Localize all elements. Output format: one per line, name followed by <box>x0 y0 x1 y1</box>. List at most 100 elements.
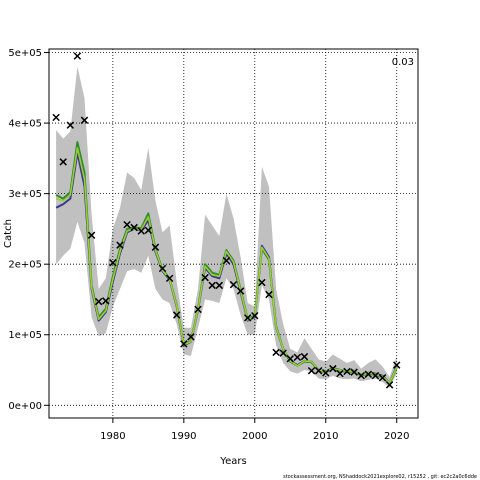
cross-stroke <box>272 348 280 357</box>
cross-stroke <box>201 273 209 282</box>
x-tick-label: 2020 <box>384 431 409 442</box>
observed-point <box>52 113 60 122</box>
observed-point <box>279 349 287 357</box>
cross-stroke <box>229 280 238 289</box>
cross-stroke <box>180 340 188 348</box>
plot-frame <box>48 48 419 419</box>
cross-stroke <box>265 290 273 299</box>
observed-point <box>329 364 337 373</box>
observed-point <box>180 340 188 348</box>
cross-stroke <box>371 371 380 380</box>
cross-stroke <box>293 353 302 362</box>
series-layer <box>55 141 398 385</box>
observed-point <box>265 290 273 299</box>
cross-stroke <box>130 223 138 232</box>
footer-text: stockassessment.org, NShaddock2021explor… <box>283 474 477 480</box>
observed-point <box>151 243 160 251</box>
observed-point <box>229 280 238 289</box>
axis-layer: 1980 1990 2000 2010 2020 0e+00 1e+05 2e+05 3e+05… <box>8 48 409 442</box>
cross-stroke <box>144 226 153 235</box>
observed-point <box>336 369 344 378</box>
cross-stroke <box>236 287 245 295</box>
cross-stroke <box>194 305 202 314</box>
cross-stroke <box>59 158 67 166</box>
observed-point <box>173 311 181 319</box>
observed-point <box>102 297 110 305</box>
observed-point <box>187 333 195 341</box>
observed-point <box>208 281 216 290</box>
observed-point <box>116 241 124 249</box>
cross-stroke <box>279 349 287 357</box>
cross-stroke <box>123 220 131 229</box>
observed-point <box>236 287 245 295</box>
x-tick-label: 1990 <box>171 431 196 442</box>
observed-point <box>130 223 138 232</box>
observed-point <box>66 121 75 129</box>
observed-point <box>350 368 358 376</box>
observed-point <box>293 353 302 362</box>
observed-point <box>243 314 252 322</box>
cross-stroke <box>208 281 216 290</box>
cross-stroke <box>52 113 60 122</box>
cross-stroke <box>307 366 316 375</box>
cross-stroke <box>336 369 344 378</box>
observed-point <box>392 361 401 369</box>
cross-stroke <box>158 264 167 273</box>
cross-stroke <box>286 355 294 363</box>
observed-points-layer <box>52 52 401 389</box>
x-axis-title: Years <box>219 456 246 467</box>
observed-point <box>322 369 330 377</box>
observed-point <box>300 352 309 361</box>
observed-point <box>94 297 103 306</box>
observed-point <box>286 355 294 363</box>
cross-stroke <box>357 371 365 380</box>
x-tick-label: 1980 <box>100 431 125 442</box>
observed-point <box>385 381 394 389</box>
observed-point <box>357 371 365 380</box>
y-axis-title: Catch <box>3 219 14 248</box>
observed-point <box>87 231 96 239</box>
cross-stroke <box>87 231 96 239</box>
cross-stroke <box>343 367 351 376</box>
cross-stroke <box>151 243 160 251</box>
cross-stroke <box>322 369 330 377</box>
confidence-band <box>56 66 397 388</box>
annotation-label: 0.03 <box>392 57 414 68</box>
y-tick-label: 1e+05 <box>8 330 42 341</box>
cross-stroke <box>329 364 337 373</box>
cross-stroke <box>165 274 174 283</box>
observed-point <box>73 52 82 60</box>
cross-stroke <box>392 361 401 369</box>
y-tick-label: 4e+05 <box>8 119 42 130</box>
observed-point <box>158 264 167 273</box>
cross-stroke <box>350 368 358 376</box>
observed-point <box>109 259 117 267</box>
cross-stroke <box>66 121 75 129</box>
observed-point <box>80 116 89 124</box>
observed-point <box>215 281 224 290</box>
observed-point <box>59 158 67 166</box>
x-tick-label: 2000 <box>242 431 267 442</box>
observed-point <box>314 366 323 375</box>
observed-point <box>123 220 131 229</box>
cross-stroke <box>215 281 224 290</box>
observed-point <box>343 367 351 376</box>
cross-stroke <box>378 374 387 382</box>
cross-stroke <box>385 381 394 389</box>
observed-point <box>222 256 231 265</box>
cross-stroke <box>314 366 323 375</box>
cross-stroke <box>187 333 195 341</box>
cross-stroke <box>116 241 124 249</box>
observed-point <box>272 348 280 357</box>
cross-stroke <box>102 297 110 305</box>
cross-stroke <box>300 352 309 361</box>
cross-stroke <box>173 311 181 319</box>
cross-stroke <box>109 259 117 267</box>
y-tick-label: 2e+05 <box>8 260 42 271</box>
cross-stroke <box>222 256 231 265</box>
confidence-band-layer <box>56 66 397 388</box>
cross-stroke <box>258 278 266 287</box>
observed-point <box>201 273 209 282</box>
x-tick-label: 2010 <box>313 431 338 442</box>
